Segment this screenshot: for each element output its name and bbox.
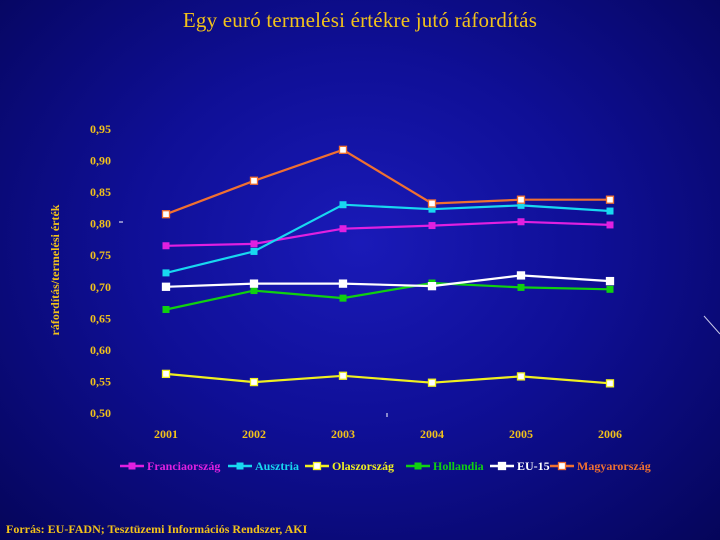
x-tick-label: 2004 xyxy=(420,427,444,441)
y-tick-label: 0,85 xyxy=(90,185,111,199)
y-tick-label: 0,55 xyxy=(90,374,111,388)
data-point xyxy=(427,281,437,291)
data-point xyxy=(517,218,525,226)
y-tick-label: 0,65 xyxy=(90,311,111,325)
data-point xyxy=(428,222,436,230)
series-line xyxy=(165,372,611,385)
data-point xyxy=(249,377,259,387)
data-point xyxy=(516,195,526,204)
data-point xyxy=(338,371,348,380)
legend-marker xyxy=(497,461,507,471)
data-point xyxy=(249,279,259,288)
data-point xyxy=(338,145,348,154)
data-point xyxy=(606,207,614,215)
y-tick-label: 0,90 xyxy=(90,154,111,168)
data-point xyxy=(516,372,526,381)
legend: Franciaország Ausztria Olaszország Hollandi… xyxy=(120,459,651,473)
data-point xyxy=(338,279,348,288)
x-axis-ticks: 2001 2002 2003 2004 2005 2006 xyxy=(154,427,622,441)
legend-label: Ausztria xyxy=(255,459,299,473)
y-axis-label-group: ráfordítás/termelési érték xyxy=(48,204,62,335)
data-point xyxy=(605,195,615,204)
data-point xyxy=(606,285,614,293)
y-tick-label: 0,60 xyxy=(90,343,111,357)
y-tick-label: 0,95 xyxy=(90,122,111,136)
legend-label: EU-15 xyxy=(517,459,550,473)
x-tick-label: 2003 xyxy=(331,427,355,441)
legend-marker xyxy=(557,461,567,471)
data-point xyxy=(250,247,258,255)
data-point xyxy=(428,205,436,213)
chart-title: Egy euró termelési értékre jutó ráfordít… xyxy=(182,8,538,32)
decorative-line xyxy=(703,315,720,335)
data-point xyxy=(250,287,258,295)
series-line xyxy=(165,274,611,288)
x-tick-label: 2002 xyxy=(242,427,266,441)
data-point xyxy=(250,240,258,248)
y-tick-label: 0,80 xyxy=(90,217,111,231)
legend-marker xyxy=(128,462,136,470)
data-point xyxy=(162,269,170,277)
y-tick-label: 0,75 xyxy=(90,248,111,262)
series-line xyxy=(165,148,610,216)
data-point xyxy=(605,276,615,286)
series-line xyxy=(165,203,611,274)
y-axis-label: ráfordítás/termelési érték xyxy=(48,204,62,335)
data-point xyxy=(162,242,170,250)
legend-label: Hollandia xyxy=(433,459,484,473)
data-point xyxy=(339,294,347,302)
data-point xyxy=(427,378,437,387)
legend-marker xyxy=(312,461,322,471)
x-tick-label: 2005 xyxy=(509,427,533,441)
legend-marker xyxy=(414,462,422,470)
series-line xyxy=(165,281,611,311)
series-line xyxy=(165,220,611,247)
data-point xyxy=(339,225,347,233)
x-tick-label: 2001 xyxy=(154,427,178,441)
legend-label: Franciaország xyxy=(147,459,220,473)
source-note: Forrás: EU-FADN; Tesztüzemi Információs … xyxy=(6,522,308,536)
data-point xyxy=(605,379,615,388)
data-point xyxy=(339,201,347,209)
legend-label: Magyarország xyxy=(577,459,651,473)
legend-label: Olaszország xyxy=(332,459,394,473)
data-point xyxy=(161,282,171,291)
data-point xyxy=(161,210,171,219)
data-point xyxy=(517,283,525,291)
data-point xyxy=(162,305,170,313)
y-tick-label: 0,70 xyxy=(90,280,111,294)
data-point xyxy=(516,271,526,280)
data-point xyxy=(161,369,171,379)
data-point xyxy=(606,221,614,229)
series-group xyxy=(161,145,615,388)
data-point xyxy=(427,199,437,208)
legend-marker xyxy=(236,462,244,470)
data-point xyxy=(517,201,525,209)
data-point xyxy=(249,176,259,185)
x-tick-label: 2006 xyxy=(598,427,622,441)
y-tick-label: 0,50 xyxy=(90,406,111,420)
y-axis-ticks: 0,50 0,55 0,60 0,65 0,70 0,75 0,80 0,85 0,90 0,95 xyxy=(90,122,111,420)
